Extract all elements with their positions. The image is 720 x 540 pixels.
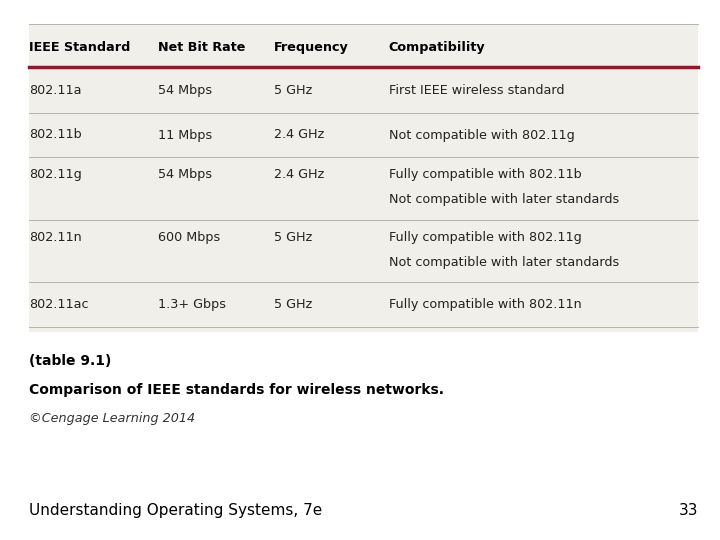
Text: Net Bit Rate: Net Bit Rate bbox=[158, 41, 246, 54]
Text: 5 GHz: 5 GHz bbox=[274, 298, 312, 311]
Text: Not compatible with later standards: Not compatible with later standards bbox=[389, 256, 619, 269]
Text: 802.11ac: 802.11ac bbox=[29, 298, 89, 311]
Text: 802.11n: 802.11n bbox=[29, 231, 81, 244]
Text: First IEEE wireless standard: First IEEE wireless standard bbox=[389, 84, 564, 97]
Text: Not compatible with 802.11g: Not compatible with 802.11g bbox=[389, 129, 575, 141]
Text: 5 GHz: 5 GHz bbox=[274, 231, 312, 244]
Text: 1.3+ Gbps: 1.3+ Gbps bbox=[158, 298, 226, 311]
Text: Not compatible with later standards: Not compatible with later standards bbox=[389, 193, 619, 206]
Bar bbox=[29, 24, 698, 332]
Text: 802.11b: 802.11b bbox=[29, 129, 81, 141]
Text: 5 GHz: 5 GHz bbox=[274, 84, 312, 97]
Text: Understanding Operating Systems, 7e: Understanding Operating Systems, 7e bbox=[29, 503, 322, 518]
Text: (table 9.1): (table 9.1) bbox=[29, 354, 111, 368]
Text: Fully compatible with 802.11b: Fully compatible with 802.11b bbox=[389, 168, 582, 181]
Text: 2.4 GHz: 2.4 GHz bbox=[274, 129, 324, 141]
Text: ©Cengage Learning 2014: ©Cengage Learning 2014 bbox=[29, 412, 195, 425]
Text: 802.11a: 802.11a bbox=[29, 84, 81, 97]
Text: Frequency: Frequency bbox=[274, 41, 348, 54]
Text: Comparison of IEEE standards for wireless networks.: Comparison of IEEE standards for wireles… bbox=[29, 383, 444, 397]
Text: 2.4 GHz: 2.4 GHz bbox=[274, 168, 324, 181]
Text: Fully compatible with 802.11g: Fully compatible with 802.11g bbox=[389, 231, 582, 244]
Text: Fully compatible with 802.11n: Fully compatible with 802.11n bbox=[389, 298, 582, 311]
Text: 802.11g: 802.11g bbox=[29, 168, 81, 181]
Text: 11 Mbps: 11 Mbps bbox=[158, 129, 212, 141]
Text: 54 Mbps: 54 Mbps bbox=[158, 168, 212, 181]
Text: Compatibility: Compatibility bbox=[389, 41, 485, 54]
Text: 33: 33 bbox=[679, 503, 698, 518]
Text: IEEE Standard: IEEE Standard bbox=[29, 41, 130, 54]
Text: 600 Mbps: 600 Mbps bbox=[158, 231, 220, 244]
Text: 54 Mbps: 54 Mbps bbox=[158, 84, 212, 97]
